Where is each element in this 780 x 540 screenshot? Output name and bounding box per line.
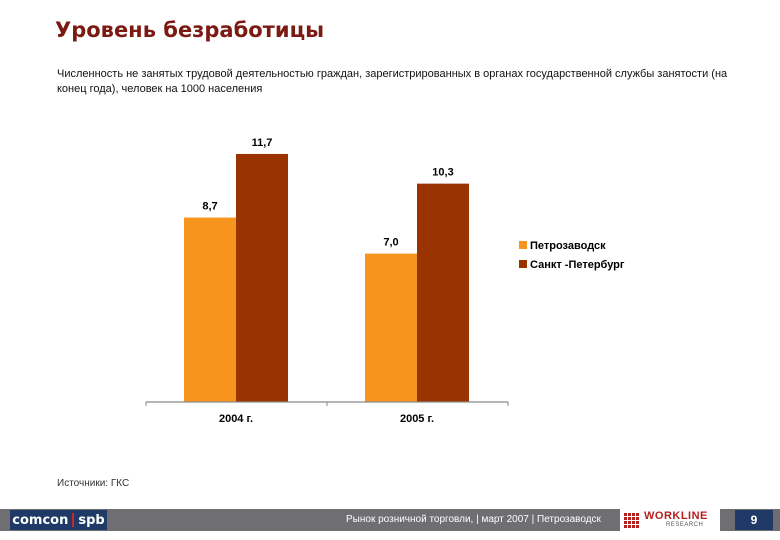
- workline-wordmark: WORKLINE: [644, 510, 708, 522]
- workline-grid-icon: [624, 512, 640, 528]
- footer-bar: comcon spb Рынок розничной торговли, | м…: [0, 509, 780, 531]
- page-number: 9: [735, 510, 773, 530]
- legend: Петрозаводск Санкт -Петербург: [519, 240, 625, 271]
- data-label: 8,7: [202, 201, 217, 213]
- data-label: 10,3: [432, 167, 453, 179]
- x-tick-label: 2004 г.: [219, 413, 253, 425]
- bar-petrozavodsk-0: [184, 217, 236, 402]
- data-label: 7,0: [383, 237, 398, 249]
- page-title: Уровень безработицы: [55, 18, 325, 42]
- bar-spb-1: [417, 183, 469, 402]
- bar-spb-0: [236, 153, 288, 402]
- workline-logo: WORKLINE RESEARCH: [620, 509, 720, 531]
- bar-petrozavodsk-1: [365, 253, 417, 402]
- workline-subtitle: RESEARCH: [666, 522, 704, 528]
- legend-label: Санкт -Петербург: [530, 259, 625, 271]
- comcon-logo: comcon spb: [10, 510, 107, 530]
- footer-caption: Рынок розничной торговли, | март 2007 | …: [346, 514, 601, 525]
- bar-chart: 8,7 7,0 11,7 10,3 2004 г. 2005 г. Петрозаво…: [145, 137, 625, 425]
- legend-swatch: [519, 241, 527, 249]
- logo-text-left: comcon: [12, 512, 69, 528]
- chart-subtitle: Численность не занятых трудовой деятельн…: [57, 68, 728, 95]
- data-label: 11,7: [252, 137, 273, 149]
- legend-swatch: [519, 260, 527, 268]
- legend-label: Петрозаводск: [530, 240, 606, 252]
- x-tick-label: 2005 г.: [400, 413, 434, 425]
- logo-text-right: spb: [78, 512, 105, 528]
- source-note: Источники: ГКС: [57, 478, 130, 489]
- logo-separator: [72, 513, 75, 527]
